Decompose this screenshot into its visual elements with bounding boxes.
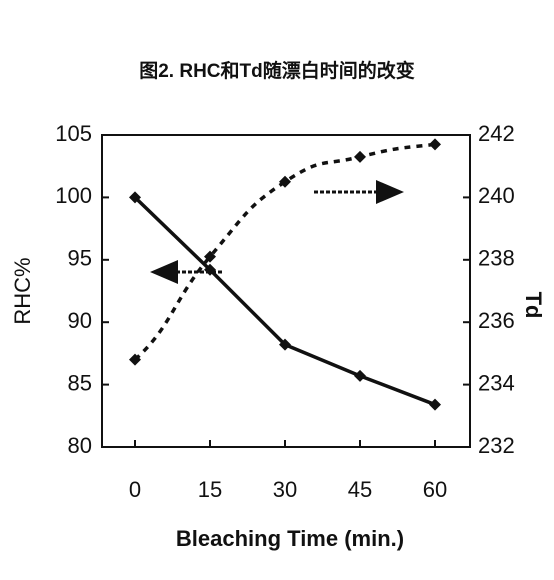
y-tick-label: 85: [68, 370, 92, 395]
point-marker: [279, 338, 291, 351]
y-tick-label: 105: [55, 121, 92, 146]
point-marker: [129, 191, 141, 204]
y2-tick-label: 232: [478, 433, 515, 458]
y2-tick-label: 242: [478, 121, 515, 146]
point-marker: [354, 150, 366, 163]
point-marker: [204, 250, 216, 263]
x-tick-label: 60: [423, 477, 447, 502]
y2-tick-label: 234: [478, 370, 515, 395]
right-arrow: [314, 180, 404, 204]
x-tick-label: 15: [198, 477, 222, 502]
y2-tick-label: 240: [478, 183, 515, 208]
y-tick-label: 90: [68, 308, 92, 333]
x-tick-label: 30: [273, 477, 297, 502]
chart-title: 图2. RHC和Td随漂白时间的改变: [139, 59, 415, 82]
x-tick-label: 0: [129, 477, 141, 502]
x-axis-label: Bleaching Time (min.): [176, 526, 404, 551]
y-tick-label: 100: [55, 183, 92, 208]
y2-tick-label: 238: [478, 246, 515, 271]
y2-tick-label: 236: [478, 308, 515, 333]
y2-axis-label: Td: [521, 292, 546, 319]
point-marker: [129, 353, 141, 366]
x-tick-label: 45: [348, 477, 372, 502]
point-marker: [429, 398, 441, 411]
y-tick-label: 95: [68, 246, 92, 271]
y-axis-label: RHC%: [10, 257, 35, 324]
point-marker: [279, 175, 291, 188]
point-marker: [429, 138, 441, 151]
point-marker: [354, 369, 366, 382]
series-line: [133, 142, 436, 361]
y-tick-label: 80: [68, 433, 92, 458]
point-marker: [204, 263, 216, 276]
